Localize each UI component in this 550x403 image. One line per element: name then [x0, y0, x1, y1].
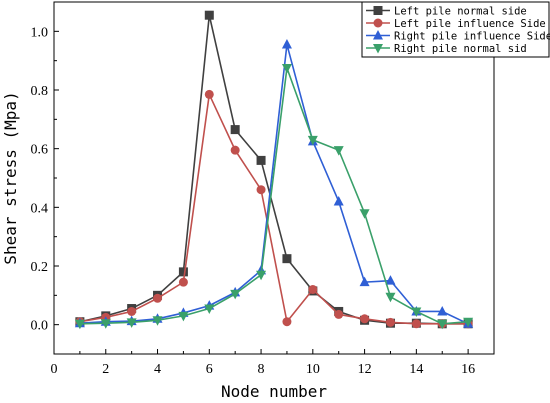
x-tick-label: 10 [306, 362, 320, 377]
data-point [152, 316, 163, 326]
x-tick-label: 6 [206, 362, 213, 377]
series-line [79, 67, 469, 325]
data-point [411, 319, 421, 329]
data-point [204, 10, 214, 20]
series [74, 64, 474, 330]
data-point [463, 317, 474, 328]
data-point [230, 125, 240, 135]
data-point [281, 39, 292, 49]
data-point [178, 267, 188, 277]
series [74, 39, 474, 328]
x-axis-label: Node number [221, 382, 327, 401]
data-point [230, 145, 240, 155]
data-point [307, 135, 318, 146]
data-point [437, 305, 448, 316]
legend-box [361, 1, 550, 58]
data-point [127, 306, 137, 316]
legend-swatch-marker [373, 30, 383, 40]
series-line [79, 43, 469, 325]
legend-label: Left pile normal side [394, 5, 527, 17]
data-point [153, 293, 163, 303]
x-tick-label: 2 [102, 362, 109, 377]
y-axis-label: Shear stress (Mpa) [1, 91, 20, 264]
legend-swatch-marker [373, 44, 383, 54]
plot-frame [53, 1, 495, 355]
data-point [256, 270, 267, 281]
legend-label: Right pile normal sid [394, 43, 527, 55]
legend-label: Left pile influence Side [394, 18, 546, 30]
data-point [334, 309, 344, 319]
data-point [256, 155, 266, 165]
data-point [204, 89, 214, 99]
legend-label: Right pile influence Side [394, 30, 550, 42]
y-tick-label: 0.8 [31, 84, 49, 99]
legend-swatch-marker [373, 18, 383, 28]
series-line [79, 93, 469, 325]
y-tick-label: 0.2 [31, 260, 49, 275]
y-tick-label: 0.6 [31, 143, 49, 158]
data-point [385, 275, 396, 285]
x-tick-label: 16 [461, 362, 475, 377]
data-point [178, 311, 189, 322]
data-point [359, 209, 370, 219]
data-point [204, 304, 215, 315]
data-point [178, 277, 188, 287]
legend-item: Right pile influence Side [366, 30, 550, 42]
legend-item: Left pile normal side [366, 5, 527, 17]
data-point [281, 64, 292, 74]
data-point [437, 319, 448, 330]
y-tick-label: 0.0 [31, 319, 49, 334]
data-point [282, 254, 292, 264]
x-tick-label: 4 [154, 362, 161, 377]
data-point [282, 317, 292, 327]
data-point [100, 319, 111, 329]
data-point [411, 307, 422, 317]
data-point [230, 289, 241, 300]
x-tick-label: 14 [409, 362, 423, 377]
data-point [74, 319, 85, 330]
x-tick-label: 0 [51, 362, 58, 377]
x-tick-label: 8 [258, 362, 265, 377]
data-point [333, 195, 344, 206]
data-point [308, 284, 318, 294]
data-point [256, 185, 266, 195]
x-tick-labels: 0 2 4 6 8 10 12 14 16 [51, 362, 476, 377]
data-point [359, 276, 370, 287]
data-point [126, 318, 137, 328]
legend-item: Left pile influence Side [366, 18, 546, 30]
data-point [360, 314, 370, 324]
legend-swatch-marker [373, 6, 383, 15]
y-tick-label: 1.0 [31, 25, 49, 40]
x-tick-label: 12 [358, 362, 372, 377]
y-tick-label: 0.4 [31, 201, 49, 216]
data-point [385, 292, 396, 303]
series-lines [74, 10, 474, 330]
legend-item: Right pile normal sid [366, 43, 527, 55]
data-point [385, 317, 395, 327]
data-point [333, 146, 344, 156]
y-tick-labels: 0.0 0.2 0.4 0.6 0.8 1.0 [31, 25, 49, 333]
